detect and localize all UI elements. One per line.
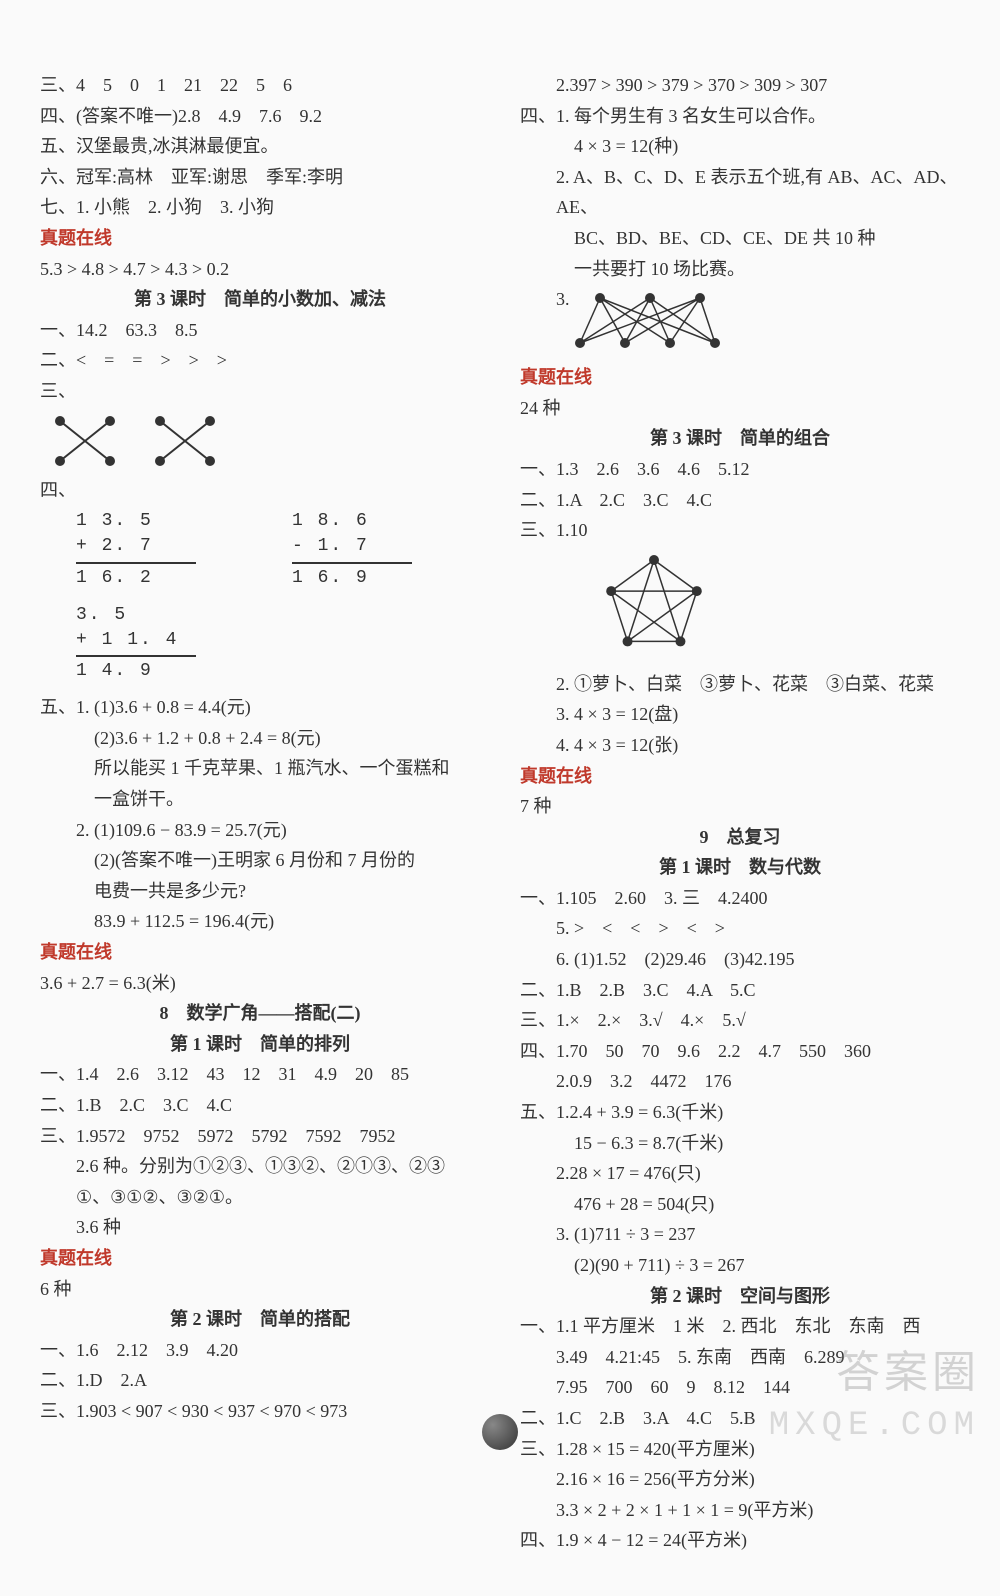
- text-line: 三、1.9572 9752 5972 5792 7592 7952: [40, 1121, 480, 1152]
- sum-row: 1 6. 2: [76, 566, 196, 591]
- text-line: 五、1.2.4 + 3.9 = 6.3(千米): [520, 1097, 960, 1128]
- text-line: (2)3.6 + 1.2 + 0.8 + 2.4 = 8(元): [40, 723, 480, 754]
- sum-rule: [76, 655, 196, 657]
- text-line: BC、BD、BE、CD、CE、DE 共 10 种: [520, 223, 960, 254]
- section-header: 真题在线: [40, 223, 480, 254]
- sum-row: + 2. 7: [76, 534, 196, 559]
- text-line: 2.397 > 390 > 379 > 370 > 309 > 307: [520, 70, 960, 101]
- text-line: 4 × 3 = 12(种): [520, 131, 960, 162]
- text-line: 一、14.2 63.3 8.5: [40, 315, 480, 346]
- text-line: 5. > < < > < >: [520, 913, 960, 944]
- text-line: 五、汉堡最贵,冰淇淋最便宜。: [40, 131, 480, 162]
- right-column: 2.397 > 390 > 379 > 370 > 309 > 307 四、1.…: [520, 70, 960, 1556]
- text-line: 6 种: [40, 1274, 480, 1305]
- text-line: 一盒饼干。: [40, 784, 480, 815]
- chapter-title: 8 数学广角——搭配(二): [40, 998, 480, 1029]
- section-header: 真题在线: [520, 362, 960, 393]
- text-line: 所以能买 1 千克苹果、1 瓶汽水、一个蛋糕和: [40, 753, 480, 784]
- text-line: 三、1.10: [520, 515, 960, 546]
- lesson-title: 第 1 课时 数与代数: [520, 852, 960, 883]
- text-line: 二、1.B 2.C 3.C 4.C: [40, 1090, 480, 1121]
- text-line: 三、4 5 0 1 21 22 5 6: [40, 70, 480, 101]
- text-line: 3.6 种: [40, 1212, 480, 1243]
- bipartite-diagram: [570, 288, 740, 358]
- text-line: 3.6 + 2.7 = 6.3(米): [40, 968, 480, 999]
- lesson-title: 第 3 课时 简单的小数加、减法: [40, 284, 480, 315]
- sum-rule: [292, 562, 412, 564]
- text-line: 7 种: [520, 791, 960, 822]
- watermark-url: MXQE.COM: [769, 1407, 980, 1445]
- sum-row: 1 3. 5: [76, 509, 196, 534]
- text-line: 5.3 > 4.8 > 4.7 > 4.3 > 0.2: [40, 254, 480, 285]
- text-line: 四、1.70 50 70 9.6 2.2 4.7 550 360: [520, 1036, 960, 1067]
- left-column: 三、4 5 0 1 21 22 5 6 四、(答案不唯一)2.8 4.9 7.6…: [40, 70, 480, 1556]
- text-line: 15 − 6.3 = 8.7(千米): [520, 1128, 960, 1159]
- text-line: 一、1.3 2.6 3.6 4.6 5.12: [520, 454, 960, 485]
- diagram-row: 3.: [520, 284, 960, 362]
- text-line: 二、< = = > > >: [40, 345, 480, 376]
- text-line: 2. A、B、C、D、E 表示五个班,有 AB、AC、AD、AE、: [520, 162, 960, 223]
- text-line: 二、1.B 2.B 3.C 4.A 5.C: [520, 975, 960, 1006]
- text-line: 电费一共是多少元?: [40, 876, 480, 907]
- vertical-sum: 1 8. 6 - 1. 7 1 6. 9: [292, 509, 412, 591]
- text-line: 三、1.903 < 907 < 930 < 937 < 970 < 973: [40, 1396, 480, 1427]
- text-line: 2.0.9 3.2 4472 176: [520, 1066, 960, 1097]
- text-line: 83.9 + 112.5 = 196.4(元): [40, 906, 480, 937]
- text-line: 6. (1)1.52 (2)29.46 (3)42.195: [520, 944, 960, 975]
- lesson-title: 第 1 课时 简单的排列: [40, 1029, 480, 1060]
- text-line: 五、1. (1)3.6 + 0.8 = 4.4(元): [40, 692, 480, 723]
- chapter-title: 9 总复习: [520, 822, 960, 853]
- vertical-sum: 3. 5 + 1 1. 4 1 4. 9: [76, 603, 480, 685]
- text-line: 一、1.105 2.60 3. 三 4.2400: [520, 883, 960, 914]
- text-line: 2.6 种。分别为①②③、①③②、②①③、②③: [40, 1151, 480, 1182]
- text-line: 七、1. 小熊 2. 小狗 3. 小狗: [40, 192, 480, 223]
- text-line: 四、: [40, 475, 480, 506]
- page-number-badge: [482, 1414, 518, 1450]
- text-line: 一共要打 10 场比赛。: [520, 254, 960, 285]
- vertical-sums-row: 1 3. 5 + 2. 7 1 6. 2 1 8. 6 - 1. 7 1 6. …: [40, 505, 480, 599]
- text-line: 六、冠军:高林 亚军:谢思 季军:李明: [40, 162, 480, 193]
- sum-row: 1 8. 6: [292, 509, 412, 534]
- text-line: 二、1.D 2.A: [40, 1365, 480, 1396]
- section-header: 真题在线: [520, 761, 960, 792]
- sum-row: + 1 1. 4: [76, 628, 480, 653]
- text-line: 一、1.6 2.12 3.9 4.20: [40, 1335, 480, 1366]
- lesson-title: 第 2 课时 空间与图形: [520, 1281, 960, 1312]
- text-line: ①、③①②、③②①。: [40, 1182, 480, 1213]
- text-line: 三、1.× 2.× 3.√ 4.× 5.√: [520, 1005, 960, 1036]
- text-line: 24 种: [520, 393, 960, 424]
- text-line: 2.28 × 17 = 476(只): [520, 1158, 960, 1189]
- sum-row: 3. 5: [76, 603, 480, 628]
- text-line: 四、1.9 × 4 − 12 = 24(平方米): [520, 1525, 960, 1556]
- lesson-title: 第 2 课时 简单的搭配: [40, 1304, 480, 1335]
- text-line: (2)(答案不唯一)王明家 6 月份和 7 月份的: [40, 845, 480, 876]
- text-line: (2)(90 + 711) ÷ 3 = 267: [520, 1250, 960, 1281]
- text-line: 2. (1)109.6 − 83.9 = 25.7(元): [40, 815, 480, 846]
- text-line: 2.16 × 16 = 256(平方分米): [520, 1464, 960, 1495]
- text-line: 三、: [40, 376, 480, 407]
- text-line: 3.3 × 2 + 2 × 1 + 1 × 1 = 9(平方米): [520, 1495, 960, 1526]
- sum-row: - 1. 7: [292, 534, 412, 559]
- text-line: 四、1. 每个男生有 3 名女生可以合作。: [520, 101, 960, 132]
- text-line: 3. 4 × 3 = 12(盘): [520, 699, 960, 730]
- section-header: 真题在线: [40, 1243, 480, 1274]
- sum-row: 1 4. 9: [76, 659, 480, 684]
- vertical-sum: 1 3. 5 + 2. 7 1 6. 2: [76, 509, 196, 591]
- matching-diagram: [40, 411, 240, 471]
- lesson-title: 第 3 课时 简单的组合: [520, 423, 960, 454]
- text-line: 四、(答案不唯一)2.8 4.9 7.6 9.2: [40, 101, 480, 132]
- pentagon-diagram: [574, 550, 744, 665]
- text-line: 3.: [520, 284, 570, 315]
- sum-rule: [76, 562, 196, 564]
- section-header: 真题在线: [40, 937, 480, 968]
- text-line: 4. 4 × 3 = 12(张): [520, 730, 960, 761]
- sum-row: 1 6. 9: [292, 566, 412, 591]
- text-line: 一、1.4 2.6 3.12 43 12 31 4.9 20 85: [40, 1059, 480, 1090]
- text-line: 3. (1)711 ÷ 3 = 237: [520, 1219, 960, 1250]
- text-line: 476 + 28 = 504(只): [520, 1189, 960, 1220]
- watermark-text: 答案圈: [836, 1336, 980, 1400]
- text-line: 2. ①萝卜、白菜 ③萝卜、花菜 ③白菜、花菜: [520, 669, 960, 700]
- text-line: 二、1.A 2.C 3.C 4.C: [520, 485, 960, 516]
